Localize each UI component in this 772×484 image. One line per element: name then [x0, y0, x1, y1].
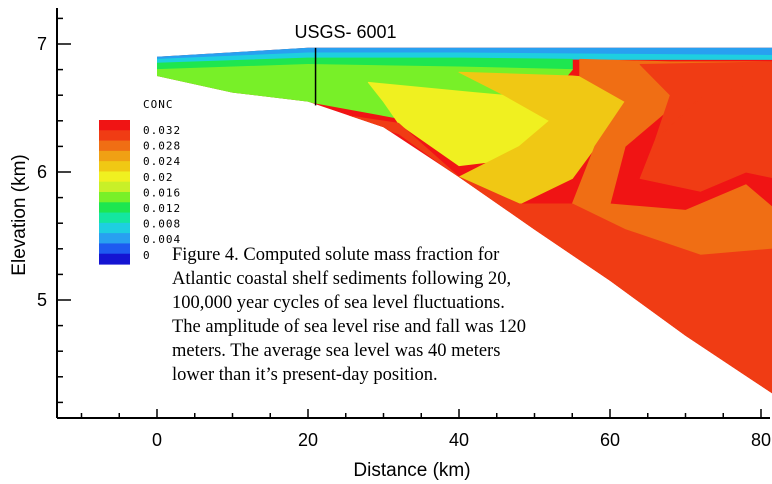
caption-line: lower than it’s present-day position. — [172, 365, 438, 385]
colorbar-label: 0 — [143, 249, 151, 262]
concentration-zones — [157, 47, 772, 397]
colorbar-labels: 0.032 0.028 0.024 0.02 0.016 0.012 0.008 0.004 0 — [143, 124, 181, 262]
colorbar-label: 0.016 — [143, 186, 181, 199]
caption-line: The amplitude of sea level rise and fall… — [172, 317, 526, 337]
colorbar-label: 0.008 — [143, 218, 181, 231]
colorbar-swatch — [99, 253, 130, 265]
colorbar: CONC 0.0320.0280.0240.020.0160.0120.0080… — [99, 98, 181, 265]
axes: 0 20 40 60 80 7 6 5 Distance (km) Elevation (k… — [9, 8, 771, 481]
conc-zone — [639, 61, 772, 192]
x-tick-label: 20 — [298, 430, 318, 450]
x-tick-label: 60 — [600, 430, 620, 450]
x-tick-label: 80 — [751, 430, 771, 450]
figure-caption: Figure 4. Computed solute mass fraction … — [172, 243, 642, 387]
colorbar-swatch — [99, 150, 130, 162]
colorbar-swatch — [99, 222, 130, 234]
colorbar-swatch — [99, 233, 130, 245]
colorbar-swatch — [99, 171, 130, 183]
colorbar-swatch — [99, 243, 130, 255]
colorbar-swatch — [99, 192, 130, 203]
plot-background — [157, 47, 772, 397]
conc-zone — [571, 58, 772, 256]
colorbar-label: 0.024 — [143, 155, 181, 168]
colorbar-label: 0.032 — [143, 124, 181, 137]
caption-line: Atlantic coastal shelf sediments followi… — [172, 269, 512, 289]
x-tick-label: 40 — [449, 430, 469, 450]
y-tick-label: 6 — [37, 162, 47, 182]
y-axis-label: Elevation (km) — [9, 154, 30, 275]
y-tick-label: 7 — [37, 34, 47, 54]
x-axis-ticks: 0 20 40 60 80 — [80, 409, 771, 450]
y-tick-label: 5 — [37, 290, 47, 310]
caption-line: 100,000 year cycles of sea level fluctua… — [172, 293, 505, 313]
colorbar-swatch — [99, 120, 130, 131]
caption-line: meters. The average sea level was 40 met… — [172, 341, 501, 361]
x-axis-label: Distance (km) — [353, 460, 470, 481]
colorbar-label: 0.02 — [143, 171, 174, 184]
colorbar-swatch — [99, 161, 130, 173]
colorbar-swatches — [99, 120, 130, 265]
colorbar-swatch — [99, 140, 130, 152]
colorbar-label: 0.004 — [143, 233, 181, 246]
colorbar-title: CONC — [143, 98, 174, 111]
colorbar-label: 0.012 — [143, 202, 181, 215]
colorbar-swatch — [99, 202, 130, 214]
y-axis-ticks: 7 6 5 — [37, 17, 71, 404]
colorbar-swatch — [99, 181, 130, 193]
caption-line: Figure 4. Computed solute mass fraction … — [172, 245, 500, 265]
colorbar-swatch — [99, 130, 130, 142]
colorbar-label: 0.028 — [143, 140, 181, 153]
well-label: USGS- 6001 — [295, 22, 397, 42]
well-marker: USGS- 6001 — [295, 22, 397, 106]
colorbar-swatch — [99, 212, 130, 224]
x-tick-label: 0 — [152, 430, 162, 450]
